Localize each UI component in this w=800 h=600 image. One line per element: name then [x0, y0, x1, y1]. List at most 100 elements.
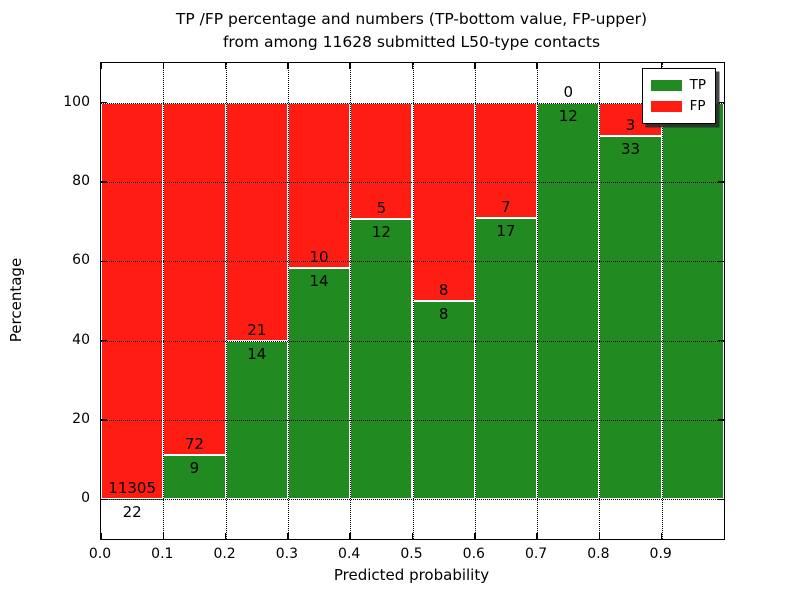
- chart-title: TP /FP percentage and numbers (TP-bottom…: [100, 8, 723, 54]
- x-tick-label: 0.9: [649, 546, 672, 562]
- legend-entry-tp: TP: [650, 75, 706, 96]
- tp-bar-segment: [101, 498, 164, 500]
- x-tick-label: 0.8: [587, 546, 610, 562]
- fp-bar-segment: [474, 102, 538, 219]
- y-tickmark-left: [101, 339, 107, 342]
- fp-count-label: 5: [376, 199, 387, 218]
- fp-count-label: 0: [563, 82, 574, 101]
- x-tickmark-top: [224, 63, 227, 69]
- bar-annotations-layer: 11305227292114101451288717012333056: [101, 63, 724, 539]
- tp-count-label: 12: [558, 106, 578, 125]
- vertical-gridline: [412, 63, 414, 539]
- x-tickmark-top: [162, 63, 165, 69]
- tp-count-label: 17: [496, 222, 516, 241]
- fp-count-label: 8: [438, 281, 449, 299]
- tp-legend-label: TP: [689, 77, 706, 93]
- x-tickmark-bottom: [224, 533, 227, 539]
- x-tick-label: 0.3: [275, 546, 299, 562]
- fp-legend-swatch: [650, 101, 682, 112]
- vertical-gridline: [225, 63, 227, 539]
- tp-bar-segment: [599, 135, 662, 500]
- y-tickmark-right: [718, 339, 724, 342]
- y-tick-label: 40: [72, 331, 90, 348]
- vertical-gridline: [287, 63, 289, 539]
- fp-count-label: 3: [625, 115, 636, 134]
- grid-layer: [101, 63, 724, 539]
- chart-title-line1: TP /FP percentage and numbers (TP-bottom…: [175, 10, 648, 28]
- tp-bar-segment: [537, 102, 600, 500]
- fp-count-label: 7: [501, 198, 511, 217]
- x-tickmark-top: [536, 63, 538, 69]
- x-tick-label: 0.2: [213, 546, 236, 562]
- x-tickmark-top: [411, 63, 414, 69]
- y-tickmark-left: [101, 101, 107, 104]
- x-tickmark-bottom: [598, 533, 601, 539]
- x-tickmark-bottom: [536, 533, 538, 539]
- vertical-gridline: [350, 63, 352, 539]
- legend: TP FP: [641, 68, 716, 124]
- x-tickmark-bottom: [162, 533, 165, 539]
- tp-count-label: 12: [371, 223, 391, 242]
- y-tickmark-right: [718, 260, 724, 263]
- vertical-gridline: [163, 63, 165, 539]
- y-tickmark-left: [101, 181, 107, 183]
- tick-layer: [100, 63, 724, 539]
- tp-count-label: 9: [189, 459, 200, 478]
- x-tickmark-top: [474, 63, 476, 69]
- tp-bar-segment: [412, 301, 475, 500]
- y-tick-label: 20: [72, 411, 90, 427]
- fp-legend-label: FP: [689, 98, 706, 114]
- fp-count-label: 72: [184, 435, 204, 454]
- x-tickmark-bottom: [287, 533, 289, 539]
- fp-count-label: 10: [309, 247, 329, 266]
- y-tickmark-right: [718, 181, 724, 183]
- x-tick-label: 0.0: [88, 546, 112, 562]
- tp-legend-swatch: [650, 80, 682, 91]
- y-tickmark-left: [101, 498, 107, 501]
- chart-title-line2: from among 11628 submitted L50-type cont…: [222, 33, 601, 51]
- vertical-gridline: [599, 63, 601, 539]
- x-tick-label: 0.5: [400, 546, 423, 562]
- x-tickmark-top: [660, 63, 663, 69]
- x-tickmark-top: [100, 63, 102, 69]
- y-tickmark-right: [718, 101, 724, 104]
- y-tick-label: 60: [72, 252, 90, 269]
- tp-count-label: 33: [620, 139, 641, 158]
- y-tickmark-right: [718, 498, 724, 501]
- tp-count-label: 14: [247, 344, 267, 363]
- fp-count-label: 21: [247, 320, 267, 339]
- x-tickmark-bottom: [660, 533, 663, 539]
- x-tick-label: 0.7: [524, 546, 548, 562]
- y-tickmark-left: [101, 419, 107, 421]
- y-axis-label: Percentage: [7, 257, 25, 343]
- x-tick-label: 0.1: [151, 546, 174, 562]
- fp-bar-segment: [350, 102, 413, 220]
- vertical-gridline: [661, 63, 663, 539]
- tp-bar-segment: [163, 455, 226, 500]
- y-tick-label: 0: [81, 490, 90, 507]
- x-axis-label: Predicted probability: [333, 566, 490, 584]
- x-tickmark-top: [287, 63, 289, 69]
- x-tickmark-bottom: [474, 533, 476, 539]
- bars-layer: [101, 63, 724, 539]
- x-tickmark-top: [598, 63, 601, 69]
- plot-area: 11305227292114101451288717012333056 TP F…: [100, 62, 725, 540]
- x-tickmark-bottom: [411, 533, 414, 539]
- vertical-gridline: [474, 63, 476, 539]
- fp-bar-segment: [163, 102, 226, 456]
- vertical-gridline: [537, 63, 539, 539]
- tp-count-label: 22: [122, 502, 142, 521]
- x-tickmark-bottom: [100, 533, 102, 539]
- y-tick-label: 80: [72, 173, 90, 189]
- x-tickmark-bottom: [349, 533, 351, 539]
- tp-bar-segment: [661, 102, 724, 500]
- fp-bar-segment: [101, 102, 164, 499]
- x-tickmark-top: [349, 63, 351, 69]
- x-tick-label: 0.6: [462, 546, 485, 562]
- tp-count-label: 14: [309, 271, 329, 290]
- x-tick-label: 0.4: [338, 546, 361, 562]
- tp-count-label: 8: [438, 305, 449, 323]
- y-tickmark-left: [101, 260, 107, 263]
- fp-count-label: 11305: [108, 478, 156, 497]
